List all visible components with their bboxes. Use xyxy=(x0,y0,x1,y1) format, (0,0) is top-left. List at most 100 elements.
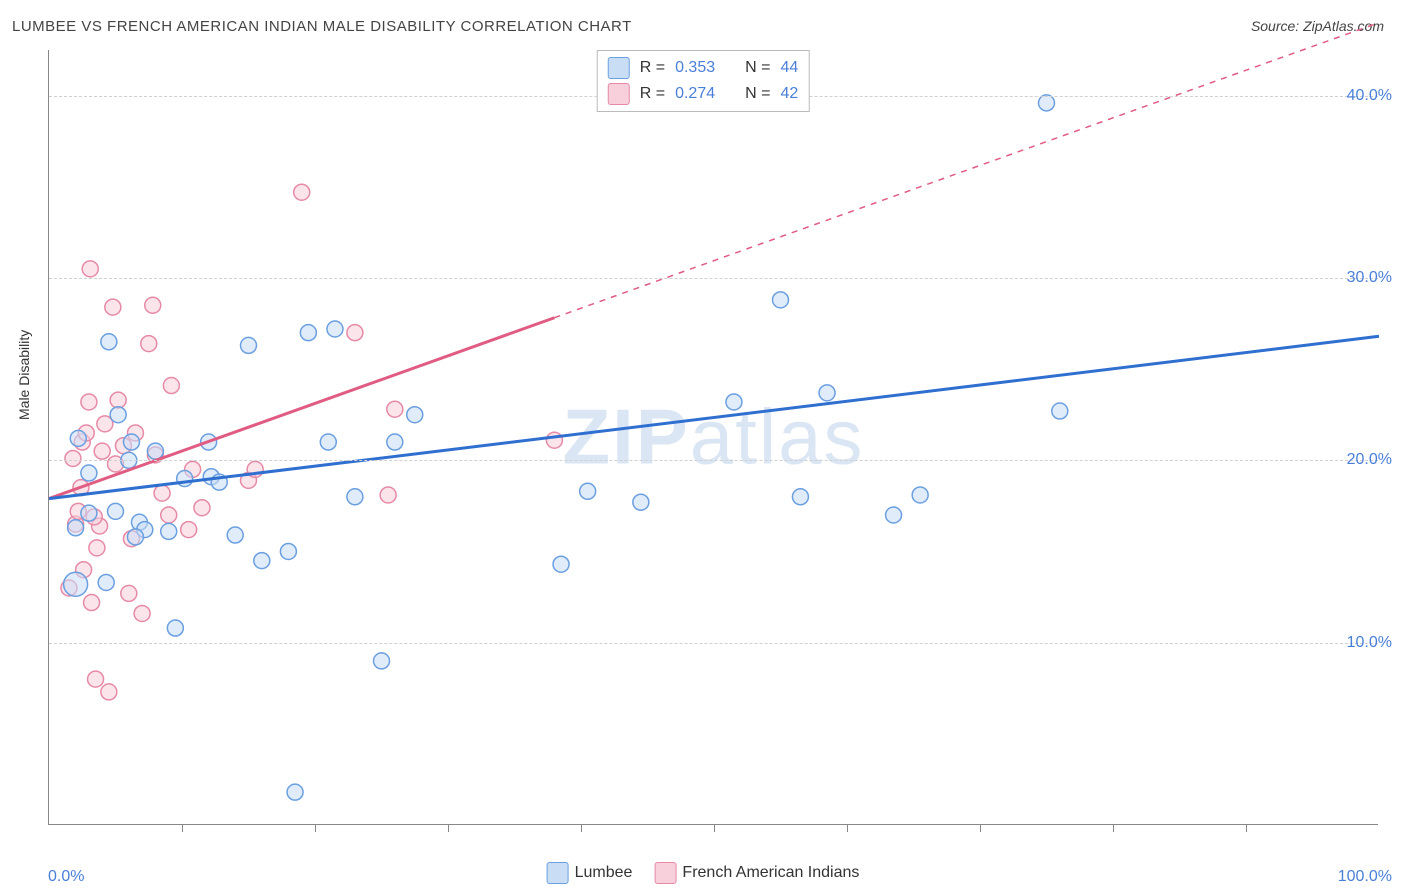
trend-line-solid xyxy=(49,318,554,499)
chart-title: LUMBEE VS FRENCH AMERICAN INDIAN MALE DI… xyxy=(12,18,632,35)
x-tick-label-max: 100.0% xyxy=(1338,868,1392,886)
french-point xyxy=(94,443,110,459)
french-point xyxy=(294,184,310,200)
lumbee-point xyxy=(387,434,403,450)
grid-line xyxy=(49,278,1378,279)
french-point xyxy=(181,522,197,538)
lumbee-point xyxy=(287,784,303,800)
french-point xyxy=(161,507,177,523)
lumbee-point xyxy=(347,489,363,505)
lumbee-point xyxy=(886,507,902,523)
lumbee-point xyxy=(792,489,808,505)
x-tick-label-min: 0.0% xyxy=(48,868,84,886)
french-point xyxy=(105,299,121,315)
legend-series-label: French American Indians xyxy=(682,864,859,882)
lumbee-point xyxy=(241,337,257,353)
legend-series-item: French American Indians xyxy=(654,862,859,884)
lumbee-point xyxy=(81,465,97,481)
french-point xyxy=(154,485,170,501)
french-point xyxy=(141,336,157,352)
french-point xyxy=(82,261,98,277)
french-point xyxy=(101,684,117,700)
lumbee-point xyxy=(327,321,343,337)
lumbee-point xyxy=(553,556,569,572)
x-tick xyxy=(315,824,316,832)
lumbee-point xyxy=(407,407,423,423)
legend-n-label: N = xyxy=(745,59,770,77)
x-tick xyxy=(448,824,449,832)
french-point xyxy=(134,605,150,621)
grid-line xyxy=(49,643,1378,644)
grid-line xyxy=(49,460,1378,461)
legend-swatch xyxy=(547,862,569,884)
lumbee-point xyxy=(123,434,139,450)
x-tick xyxy=(1113,824,1114,832)
legend-series-item: Lumbee xyxy=(547,862,633,884)
lumbee-point xyxy=(1052,403,1068,419)
legend-correlation-row: R = 0.353 N = 44 xyxy=(608,55,799,81)
lumbee-point xyxy=(70,430,86,446)
legend-n-label: N = xyxy=(745,85,770,103)
trend-line-solid xyxy=(49,336,1379,498)
lumbee-point xyxy=(161,523,177,539)
legend-r-value: 0.353 xyxy=(675,59,715,77)
french-point xyxy=(145,297,161,313)
legend-swatch xyxy=(608,57,630,79)
y-axis-label: Male Disability xyxy=(16,330,32,420)
lumbee-point xyxy=(633,494,649,510)
y-tick-label: 40.0% xyxy=(1347,87,1392,105)
lumbee-point xyxy=(127,529,143,545)
x-tick xyxy=(847,824,848,832)
plot-svg xyxy=(49,50,1378,824)
lumbee-point xyxy=(167,620,183,636)
lumbee-point xyxy=(147,443,163,459)
plot-area: ZIPatlas xyxy=(48,50,1378,825)
legend-series-label: Lumbee xyxy=(575,864,633,882)
legend-correlation-row: R = 0.274 N = 42 xyxy=(608,81,799,107)
french-point xyxy=(88,671,104,687)
legend-swatch xyxy=(654,862,676,884)
french-point xyxy=(387,401,403,417)
lumbee-point xyxy=(300,325,316,341)
lumbee-point xyxy=(68,520,84,536)
lumbee-point xyxy=(101,334,117,350)
french-point xyxy=(347,325,363,341)
lumbee-point xyxy=(254,553,270,569)
lumbee-point xyxy=(374,653,390,669)
y-tick-label: 10.0% xyxy=(1347,634,1392,652)
lumbee-point xyxy=(227,527,243,543)
legend-r-label: R = xyxy=(640,85,665,103)
lumbee-point xyxy=(726,394,742,410)
lumbee-point xyxy=(912,487,928,503)
legend-r-value: 0.274 xyxy=(675,85,715,103)
lumbee-point xyxy=(580,483,596,499)
y-tick-label: 20.0% xyxy=(1347,451,1392,469)
french-point xyxy=(84,595,100,611)
legend-n-value: 42 xyxy=(780,85,798,103)
french-point xyxy=(89,540,105,556)
source-label: Source: ZipAtlas.com xyxy=(1251,18,1384,34)
lumbee-point xyxy=(108,503,124,519)
lumbee-point xyxy=(1039,95,1055,111)
french-point xyxy=(65,450,81,466)
legend-n-value: 44 xyxy=(780,59,798,77)
french-point xyxy=(81,394,97,410)
x-tick xyxy=(182,824,183,832)
legend-swatch xyxy=(608,83,630,105)
lumbee-point xyxy=(819,385,835,401)
french-point xyxy=(380,487,396,503)
x-tick xyxy=(714,824,715,832)
french-point xyxy=(194,500,210,516)
legend-correlation: R = 0.353 N = 44 R = 0.274 N = 42 xyxy=(597,50,810,112)
x-tick xyxy=(980,824,981,832)
legend-r-label: R = xyxy=(640,59,665,77)
legend-series: Lumbee French American Indians xyxy=(547,862,860,884)
lumbee-point xyxy=(110,407,126,423)
french-point xyxy=(121,585,137,601)
french-point xyxy=(163,378,179,394)
x-tick xyxy=(581,824,582,832)
french-point xyxy=(110,392,126,408)
lumbee-point xyxy=(81,505,97,521)
x-tick xyxy=(1246,824,1247,832)
lumbee-point xyxy=(773,292,789,308)
